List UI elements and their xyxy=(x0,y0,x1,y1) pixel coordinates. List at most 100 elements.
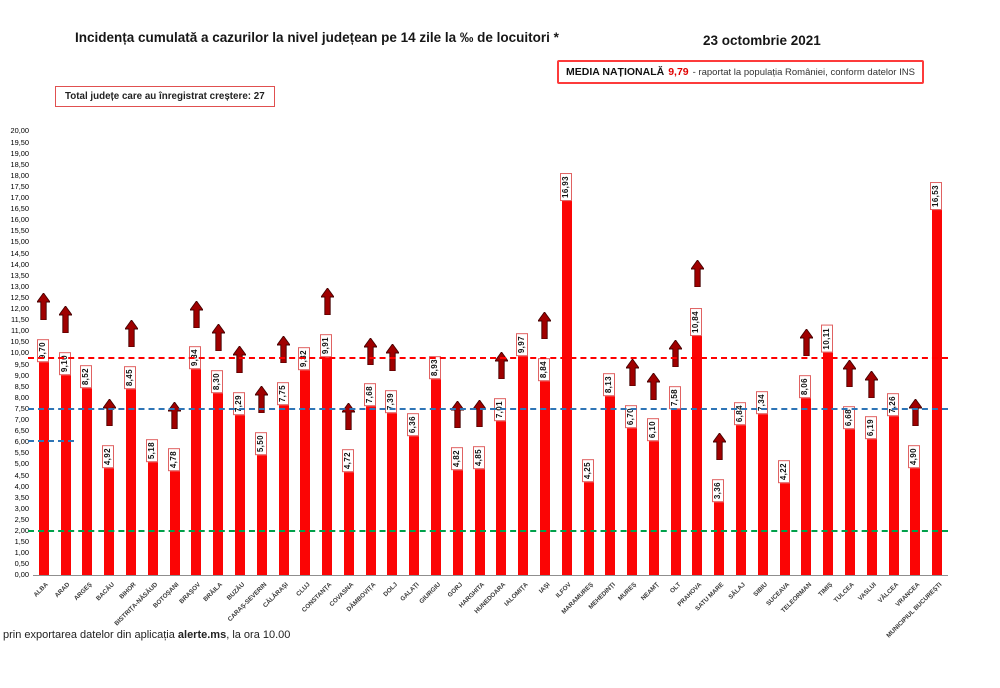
y-axis-tick-label: 6,50 xyxy=(14,426,29,436)
x-axis-county-label: SĂLAJ xyxy=(727,581,748,601)
y-axis-tick-label: 10,50 xyxy=(10,337,30,347)
bar xyxy=(38,359,49,575)
bar-value-label: 4,72 xyxy=(341,449,354,473)
chart-title: Incidența cumulată a cazurilor la nivel … xyxy=(75,30,559,45)
bar-value-label: 5,50 xyxy=(254,431,267,455)
increase-arrow-icon xyxy=(537,310,553,344)
x-axis-county-label: CLUJ xyxy=(294,581,312,598)
increase-arrow-icon xyxy=(319,287,335,320)
y-axis-tick-label: 20,00 xyxy=(10,126,30,136)
y-axis-tick-label: 7,50 xyxy=(14,403,29,413)
x-axis-county-label: TIMIȘ xyxy=(817,581,835,599)
y-axis-tick-label: 19,50 xyxy=(10,137,30,147)
bar xyxy=(213,390,224,575)
y-axis-tick-label: 1,00 xyxy=(14,548,29,558)
y-axis-tick-label: 14,50 xyxy=(10,248,30,258)
y-axis-tick-label: 15,50 xyxy=(10,226,30,236)
bar-value-label: 10,84 xyxy=(690,308,703,337)
national-average-note: - raportat la populația României, confor… xyxy=(692,67,915,78)
y-axis-tick-label: 8,50 xyxy=(14,381,29,391)
bar-value-label: 9,10 xyxy=(58,351,71,375)
y-axis-tick-label: 8,00 xyxy=(14,392,29,402)
bar xyxy=(256,452,267,575)
y-axis-tick-label: 14,00 xyxy=(10,259,30,269)
y-axis-tick-label: 18,00 xyxy=(10,170,30,180)
bar-value-label: 6,10 xyxy=(646,418,659,442)
bar xyxy=(104,465,115,575)
bar xyxy=(910,466,921,575)
bar-value-label: 7,34 xyxy=(755,390,768,415)
bar-value-label: 8,84 xyxy=(537,357,550,381)
report-date: 23 octombrie 2021 xyxy=(703,33,821,48)
x-axis-county-label: DOLJ xyxy=(381,581,399,599)
x-axis-county-label: IAȘI xyxy=(537,581,552,595)
y-axis-tick-label: 2,00 xyxy=(14,526,29,535)
bar-value-label: 7,68 xyxy=(363,383,376,407)
x-axis-county-label: TULCEA xyxy=(833,581,857,605)
increase-arrow-icon xyxy=(363,336,379,370)
bar xyxy=(605,394,616,575)
y-axis-tick-label: 12,50 xyxy=(10,292,30,302)
media-nationala-line xyxy=(28,356,948,359)
y-axis-tick-label: 5,00 xyxy=(14,459,29,469)
x-axis-county-label: SIBIU xyxy=(752,581,770,599)
x-axis-county-label: NEAMȚ xyxy=(639,581,661,603)
y-axis-tick-label: 6,00 xyxy=(14,437,29,447)
y-axis-tick-label: 1,50 xyxy=(14,537,29,547)
bar-value-label: 8,52 xyxy=(80,364,93,388)
bar-value-label: 6,19 xyxy=(864,416,877,440)
bar xyxy=(757,412,768,575)
increase-arrow-icon xyxy=(210,322,226,356)
increase-arrow-icon xyxy=(646,371,662,405)
bar xyxy=(343,470,354,575)
x-axis-county-label: ARGEȘ xyxy=(72,581,94,603)
y-axis-tick-label: 13,50 xyxy=(10,270,30,280)
increase-arrow-icon xyxy=(624,358,640,391)
bar-value-label: 10,11 xyxy=(821,324,834,353)
increase-arrow-icon xyxy=(189,299,204,333)
bar xyxy=(539,378,550,575)
bar-value-label: 9,91 xyxy=(320,333,333,357)
bar-value-label: 8,06 xyxy=(799,374,812,399)
y-axis-tick-label: 4,50 xyxy=(14,470,29,480)
bar xyxy=(191,367,202,575)
bar xyxy=(692,334,703,575)
y-axis-tick-label: 9,00 xyxy=(14,370,29,380)
increase-arrow-icon xyxy=(341,402,357,435)
footer-prefix: prin exportarea datelor din aplicația xyxy=(3,629,178,641)
bar xyxy=(583,480,594,575)
bar xyxy=(409,433,420,575)
y-axis-tick-label: 19,00 xyxy=(10,148,30,158)
increase-arrow-icon xyxy=(58,305,74,338)
bar-value-label: 16,53 xyxy=(930,182,943,211)
y-axis-tick-label: 3,50 xyxy=(14,492,29,502)
bar-value-label: 7,26 xyxy=(886,392,899,416)
x-axis-county-label: BACĂU xyxy=(94,581,116,603)
bar-value-label: 7,01 xyxy=(494,398,507,422)
bar-value-label: 4,85 xyxy=(472,446,485,470)
bar xyxy=(736,423,747,575)
footer-app-name: alerte.ms xyxy=(177,629,227,641)
increase-arrow-icon xyxy=(123,319,139,352)
x-axis-county-label: OLT xyxy=(668,581,682,595)
increase-arrow-icon xyxy=(864,369,880,403)
bar xyxy=(823,350,834,575)
y-axis-tick-label: 12,00 xyxy=(10,304,30,313)
bar-value-label: 5,18 xyxy=(145,438,158,463)
bar-value-label: 9,97 xyxy=(516,332,529,356)
increase-arrow-icon xyxy=(842,358,858,392)
x-axis-county-label: BIHOR xyxy=(117,581,138,601)
bar xyxy=(147,460,158,575)
bar xyxy=(387,410,398,575)
bar-value-label: 8,30 xyxy=(211,369,224,393)
y-axis-tick-label: 11,50 xyxy=(11,315,29,325)
increase-arrow-icon xyxy=(907,398,923,431)
increase-total-box: Total județe care au înregistrat creșter… xyxy=(55,86,275,107)
increase-arrow-icon xyxy=(799,328,814,361)
footer-note: prin exportarea datelor din aplicația al… xyxy=(3,629,290,641)
y-axis-tick-label: 9,50 xyxy=(14,359,29,369)
y-axis-tick-label: 17,50 xyxy=(10,181,30,191)
increase-arrow-icon xyxy=(232,345,248,378)
increase-arrow-icon xyxy=(668,338,684,372)
bar xyxy=(627,426,638,575)
